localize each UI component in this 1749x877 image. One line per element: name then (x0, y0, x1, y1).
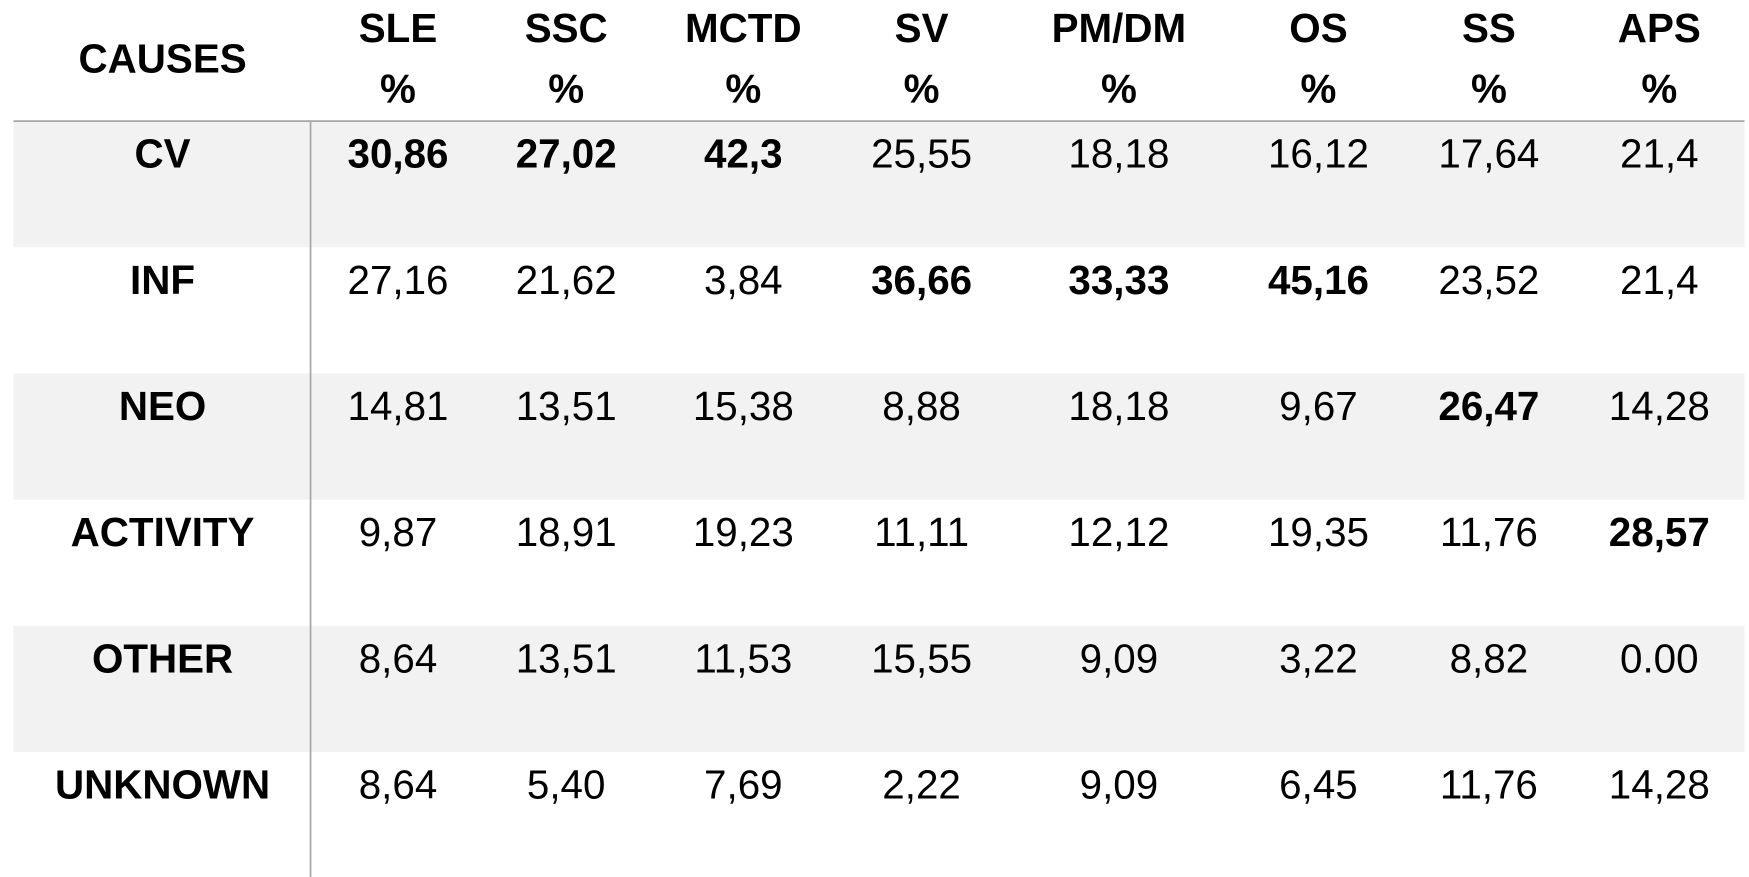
cell: 9,67 (1279, 383, 1358, 429)
highlighted-cell: 36,66 (871, 257, 972, 303)
cell: 18,18 (1068, 131, 1169, 177)
row-background (13, 625, 1745, 752)
cell: 17,64 (1438, 131, 1539, 177)
cell: 14,81 (348, 383, 449, 429)
cell: 15,38 (693, 383, 794, 429)
cell: 14,28 (1609, 383, 1710, 429)
column-header: MCTD (685, 5, 802, 51)
cell: 19,23 (693, 509, 794, 555)
row-background (13, 373, 1745, 500)
cell: 21,62 (516, 257, 617, 303)
cell: 7,69 (704, 761, 783, 807)
cell: 25,55 (871, 131, 972, 177)
column-unit: % (548, 66, 584, 112)
column-header: SLE (359, 5, 437, 51)
cell: 9,09 (1080, 761, 1159, 807)
row-label: NEO (119, 383, 206, 429)
highlighted-cell: 26,47 (1438, 383, 1539, 429)
column-header: CAUSES (78, 35, 246, 81)
cell: 18,91 (516, 509, 617, 555)
cell: 11,11 (874, 509, 969, 555)
column-unit: % (1641, 66, 1677, 112)
cell: 8,82 (1450, 635, 1529, 681)
column-header: SSC (525, 5, 608, 51)
cell: 8,88 (882, 383, 961, 429)
row-label: CV (135, 131, 191, 177)
cell: 0.00 (1620, 635, 1699, 681)
column-unit: % (904, 66, 940, 112)
column-unit: % (725, 66, 761, 112)
cell: 15,55 (871, 635, 972, 681)
cell: 21,4 (1620, 257, 1699, 303)
highlighted-cell: 33,33 (1068, 257, 1169, 303)
cell: 11,76 (1440, 761, 1538, 807)
highlighted-cell: 27,02 (516, 131, 617, 177)
cell: 27,16 (348, 257, 449, 303)
cell: 9,87 (359, 509, 438, 555)
cell: 21,4 (1620, 131, 1699, 177)
column-unit: % (1301, 66, 1337, 112)
column-header: SV (895, 5, 949, 51)
row-label: UNKNOWN (55, 761, 270, 807)
cell: 14,28 (1609, 761, 1710, 807)
cell: 8,64 (359, 761, 438, 807)
cell: 18,18 (1068, 383, 1169, 429)
column-unit: % (1101, 66, 1137, 112)
cell: 9,09 (1080, 635, 1159, 681)
row-label: OTHER (92, 635, 233, 681)
highlighted-cell: 28,57 (1609, 509, 1710, 555)
row-label: ACTIVITY (71, 509, 255, 555)
column-header: SS (1462, 5, 1516, 51)
cell: 12,12 (1068, 509, 1169, 555)
column-header: OS (1289, 5, 1347, 51)
column-unit: % (1471, 66, 1507, 112)
column-unit: % (380, 66, 416, 112)
column-header: PM/DM (1052, 5, 1187, 51)
cell: 13,51 (516, 383, 617, 429)
cell: 23,52 (1438, 257, 1539, 303)
cell: 11,53 (694, 635, 792, 681)
cell: 19,35 (1268, 509, 1369, 555)
cell: 3,22 (1279, 635, 1358, 681)
cell: 2,22 (882, 761, 961, 807)
cell: 13,51 (516, 635, 617, 681)
cell: 8,64 (359, 635, 438, 681)
cell: 5,40 (527, 761, 606, 807)
cell: 11,76 (1440, 509, 1538, 555)
cell: 16,12 (1268, 131, 1369, 177)
row-label: INF (130, 257, 195, 303)
highlighted-cell: 42,3 (704, 131, 783, 177)
cell: 3,84 (704, 257, 783, 303)
row-background (13, 121, 1745, 248)
highlighted-cell: 45,16 (1268, 257, 1369, 303)
cell: 6,45 (1279, 761, 1358, 807)
highlighted-cell: 30,86 (348, 131, 449, 177)
column-header: APS (1618, 5, 1701, 51)
